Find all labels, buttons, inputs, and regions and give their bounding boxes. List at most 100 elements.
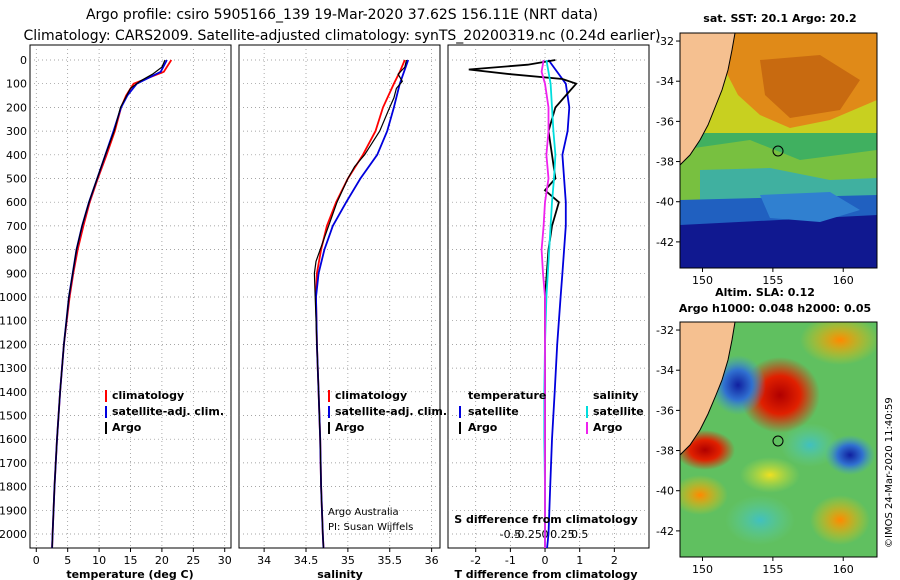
series-group bbox=[51, 59, 173, 548]
legend-label-s-argo: Argo bbox=[593, 421, 623, 434]
depth-tick-label: 1500 bbox=[0, 410, 27, 423]
legend-label-argo: Argo bbox=[335, 421, 365, 434]
x-tick-label: 2 bbox=[611, 554, 618, 567]
lat-tick-label: -38 bbox=[656, 156, 674, 169]
x-tick-label: 34.5 bbox=[294, 554, 319, 567]
figure-title-line1: Argo profile: csiro 5905166_139 19-Mar-2… bbox=[86, 7, 598, 23]
depth-tick-label: 400 bbox=[6, 149, 27, 162]
lat-tick-label: -40 bbox=[656, 485, 674, 498]
depth-tick-label: 1800 bbox=[0, 481, 27, 494]
sst-map bbox=[680, 33, 877, 268]
lat-tick-label: -32 bbox=[656, 35, 674, 48]
lon-tick-label: 155 bbox=[762, 274, 783, 287]
sla-map-title-line1: Altim. SLA: 0.12 bbox=[715, 286, 815, 299]
legend-label-s-satellite: satellite bbox=[593, 405, 644, 418]
legend-header-temperature: temperature bbox=[468, 389, 546, 402]
salinity-xlabel: salinity bbox=[317, 568, 363, 580]
credit-line-2: PI: Susan Wijffels bbox=[328, 522, 413, 533]
sla-map bbox=[680, 322, 877, 557]
lat-tick-label: -38 bbox=[656, 445, 674, 458]
temperature-panel-frame bbox=[29, 44, 232, 549]
sla-map-axes: -32 -34 -36 -38 -40 -42 150 155 160 bbox=[656, 324, 854, 576]
series-group bbox=[313, 59, 410, 548]
s-difference-axis-label: S difference from climatology bbox=[454, 513, 638, 526]
lat-tick-label: -34 bbox=[656, 75, 674, 88]
depth-tick-label: 1900 bbox=[0, 504, 27, 517]
temperature-legend: climatology satellite-adj. clim. Argo bbox=[105, 389, 224, 434]
sst-map-title: sat. SST: 20.1 Argo: 20.2 bbox=[703, 12, 856, 25]
lat-tick-label: -36 bbox=[656, 404, 674, 417]
depth-tick-label: 1200 bbox=[0, 338, 27, 351]
sst-argo-marker bbox=[772, 145, 784, 157]
lon-tick-label: 150 bbox=[692, 274, 713, 287]
s-difference-tick-label: -0.25 bbox=[513, 528, 541, 541]
depth-tick-label: 1100 bbox=[0, 315, 27, 328]
depth-tick-label: 1400 bbox=[0, 386, 27, 399]
salinity-legend: climatology satellite-adj. clim. Argo Ar… bbox=[328, 389, 447, 533]
sla-map-title-line2: Argo h1000: 0.048 h2000: 0.05 bbox=[679, 302, 871, 315]
lon-tick-label: 150 bbox=[692, 563, 713, 576]
depth-tick-label: 1700 bbox=[0, 457, 27, 470]
series-t-satellite bbox=[546, 59, 571, 548]
sla-map-frame bbox=[679, 321, 878, 558]
lat-tick-label: -36 bbox=[656, 115, 674, 128]
legend-label-t-argo: Argo bbox=[468, 421, 498, 434]
depth-tick-label: 2000 bbox=[0, 528, 27, 541]
depth-tick-label: 500 bbox=[6, 173, 27, 186]
depth-tick-label: 100 bbox=[6, 78, 27, 91]
x-tick-label: 10 bbox=[92, 554, 106, 567]
lon-tick-label: 160 bbox=[833, 274, 854, 287]
depth-axis: 0 100 200 300 400 500 600 700 800 900 1000 1100 1200… bbox=[0, 54, 27, 541]
x-tick-label: 25 bbox=[186, 554, 200, 567]
lat-tick-label: -32 bbox=[656, 324, 674, 337]
sla-argo-marker bbox=[772, 435, 784, 447]
depth-tick-label: 1600 bbox=[0, 433, 27, 446]
sst-map-axes: -32 -34 -36 -38 -40 -42 150 155 160 bbox=[656, 35, 854, 287]
series-s-argo bbox=[540, 59, 550, 548]
legend-label-t-satellite: satellite bbox=[468, 405, 519, 418]
lon-tick-label: 155 bbox=[762, 563, 783, 576]
x-tick-label: 1 bbox=[576, 554, 583, 567]
legend-header-salinity: salinity bbox=[593, 389, 639, 402]
lat-tick-label: -34 bbox=[656, 364, 674, 377]
lat-tick-label: -42 bbox=[656, 525, 674, 538]
temperature-xlabel: temperature (deg C) bbox=[66, 568, 193, 580]
x-tick-label: 30 bbox=[218, 554, 232, 567]
depth-tick-label: 300 bbox=[6, 125, 27, 138]
x-tick-label: 34 bbox=[257, 554, 271, 567]
credit-line-1: Argo Australia bbox=[328, 507, 399, 518]
x-tick-label: 35 bbox=[341, 554, 355, 567]
sst-map-frame bbox=[679, 32, 878, 269]
salinity-panel-frame bbox=[238, 44, 441, 549]
x-tick-label: -1 bbox=[505, 554, 516, 567]
depth-tick-label: 600 bbox=[6, 196, 27, 209]
legend-label-satellite: satellite-adj. clim. bbox=[112, 405, 224, 418]
x-tick-label: 0 bbox=[33, 554, 40, 567]
lat-tick-label: -42 bbox=[656, 236, 674, 249]
s-difference-tick-label: 0.5 bbox=[571, 528, 589, 541]
x-tick-label: -2 bbox=[470, 554, 481, 567]
depth-tick-label: 1300 bbox=[0, 362, 27, 375]
s-difference-tick-label: 0.25 bbox=[550, 528, 575, 541]
series-argo bbox=[313, 59, 408, 548]
s-difference-tick-label: -0.5 bbox=[500, 528, 521, 541]
x-tick-label: 15 bbox=[124, 554, 138, 567]
x-tick-label: 36 bbox=[425, 554, 439, 567]
series-group bbox=[468, 59, 578, 548]
t-difference-xlabel: T difference from climatology bbox=[454, 568, 637, 580]
series-layer bbox=[51, 59, 578, 548]
lat-tick-label: -40 bbox=[656, 196, 674, 209]
depth-tick-label: 0 bbox=[20, 54, 27, 67]
legend-label-climatology: climatology bbox=[335, 389, 407, 402]
imos-stamp: ©IMOS 24-Mar-2020 11:40:59 bbox=[884, 397, 895, 548]
figure-title-line2: Climatology: CARS2009. Satellite-adjuste… bbox=[23, 28, 660, 44]
x-tick-label: 5 bbox=[64, 554, 71, 567]
depth-tick-label: 200 bbox=[6, 101, 27, 114]
depth-tick-label: 700 bbox=[6, 220, 27, 233]
lon-tick-label: 160 bbox=[833, 563, 854, 576]
legend-label-climatology: climatology bbox=[112, 389, 184, 402]
difference-legend: temperature satellite Argo salinity sate… bbox=[459, 389, 644, 434]
depth-tick-label: 800 bbox=[6, 244, 27, 257]
series-argo bbox=[51, 59, 166, 548]
